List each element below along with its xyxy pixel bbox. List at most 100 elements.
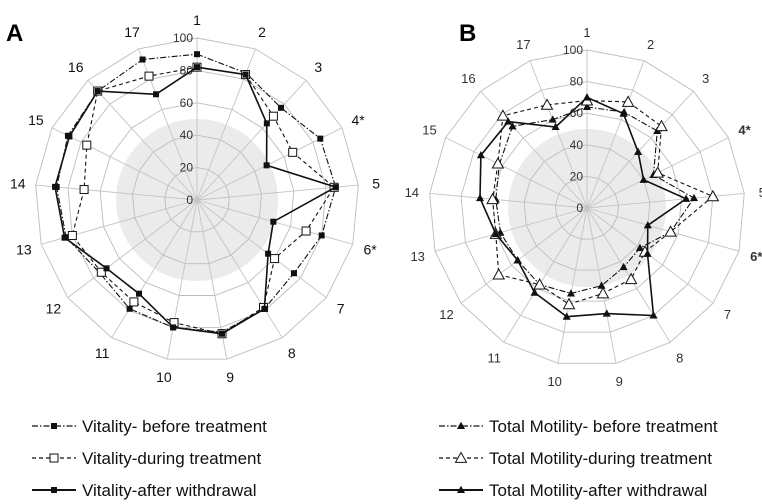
tick-label-60: 60 bbox=[180, 96, 194, 110]
legend-entry-total-motility-after-withdrawal: Total Motility-after withdrawal bbox=[439, 481, 707, 500]
category-label-12: 12 bbox=[439, 307, 453, 322]
legend-entry-total-motility-during-treatment: Total Motility-during treatment bbox=[439, 449, 712, 468]
legend-entry-vitality-during-treatment: Vitality-during treatment bbox=[32, 449, 261, 468]
category-label-5: 5 bbox=[759, 185, 762, 200]
data-point-vitality-during-treatment-6 bbox=[302, 227, 310, 235]
data-point-vitality-before-treatment-17 bbox=[140, 57, 145, 62]
legend-marker-total-motility-during-treatment bbox=[456, 453, 467, 463]
category-label-10: 10 bbox=[156, 369, 172, 385]
data-point-vitality-after-withdrawal-15 bbox=[67, 134, 72, 139]
data-point-vitality-after-withdrawal-7 bbox=[266, 251, 271, 256]
data-point-vitality-during-treatment-17 bbox=[145, 72, 153, 80]
data-point-total-motility-after-withdrawal-11 bbox=[531, 289, 537, 295]
data-point-vitality-after-withdrawal-9 bbox=[220, 331, 225, 336]
data-point-total-motility-after-withdrawal-1 bbox=[584, 94, 590, 100]
data-point-vitality-during-treatment-13 bbox=[68, 231, 76, 239]
category-label-13: 13 bbox=[16, 241, 32, 257]
category-label-14: 14 bbox=[405, 185, 419, 200]
legend-label-vitality-after-withdrawal: Vitality-after withdrawal bbox=[82, 481, 256, 500]
category-label-9: 9 bbox=[226, 369, 234, 385]
data-point-vitality-before-treatment-6 bbox=[319, 233, 324, 238]
category-label-9: 9 bbox=[616, 374, 623, 389]
legends: Vitality- before treatment Vitality-durin… bbox=[32, 417, 718, 500]
data-point-total-motility-during-treatment-9 bbox=[597, 288, 608, 298]
data-point-vitality-after-withdrawal-11 bbox=[137, 291, 142, 296]
panel-label: A bbox=[6, 20, 23, 47]
tick-label-20: 20 bbox=[180, 161, 194, 175]
data-point-vitality-after-withdrawal-1 bbox=[195, 65, 200, 70]
category-label-7: 7 bbox=[337, 301, 345, 317]
data-point-vitality-after-withdrawal-13 bbox=[62, 235, 67, 240]
data-point-vitality-during-treatment-15 bbox=[83, 141, 91, 149]
category-label-17: 17 bbox=[516, 37, 530, 52]
data-point-vitality-before-treatment-7 bbox=[291, 271, 296, 276]
category-label-2: 2 bbox=[647, 37, 654, 52]
category-label-10: 10 bbox=[547, 374, 561, 389]
data-point-total-motility-during-treatment-15 bbox=[492, 158, 503, 168]
radar-panel-b: 0204060801001234*56*7891011121314151617B bbox=[405, 20, 762, 389]
category-label-4: 4* bbox=[738, 123, 751, 138]
tick-label-100: 100 bbox=[563, 43, 583, 57]
tick-label-40: 40 bbox=[570, 138, 584, 152]
tick-label-40: 40 bbox=[180, 128, 194, 142]
category-label-14: 14 bbox=[10, 175, 26, 191]
category-label-6: 6* bbox=[363, 241, 377, 257]
category-label-7: 7 bbox=[724, 307, 731, 322]
legend-marker-vitality-after-withdrawal bbox=[52, 488, 57, 493]
data-point-vitality-after-withdrawal-16 bbox=[95, 89, 100, 94]
category-label-11: 11 bbox=[95, 345, 110, 361]
category-label-13: 13 bbox=[410, 249, 424, 264]
data-point-vitality-after-withdrawal-12 bbox=[104, 266, 109, 271]
data-point-total-motility-during-treatment-10 bbox=[563, 299, 574, 309]
legend-label-vitality-during-treatment: Vitality-during treatment bbox=[82, 449, 261, 468]
legend-label-total-motility-before-treatment: Total Motility- before treatment bbox=[489, 417, 718, 436]
data-point-vitality-after-withdrawal-14 bbox=[53, 184, 58, 189]
data-point-vitality-during-treatment-14 bbox=[80, 186, 88, 194]
panel-label: B bbox=[459, 20, 476, 47]
category-label-8: 8 bbox=[288, 345, 296, 361]
tick-label-0: 0 bbox=[186, 193, 193, 207]
data-point-vitality-after-withdrawal-2 bbox=[243, 72, 248, 77]
legend-marker-vitality-before-treatment bbox=[52, 424, 57, 429]
category-label-6: 6* bbox=[750, 249, 762, 264]
legend-entry-vitality-after-withdrawal: Vitality-after withdrawal bbox=[32, 481, 256, 500]
data-point-vitality-after-withdrawal-3 bbox=[264, 121, 269, 126]
data-point-vitality-after-withdrawal-6 bbox=[271, 219, 276, 224]
data-point-vitality-before-treatment-1 bbox=[195, 52, 200, 57]
data-point-vitality-after-withdrawal-8 bbox=[262, 306, 267, 311]
data-point-vitality-before-treatment-4 bbox=[318, 136, 323, 141]
category-label-16: 16 bbox=[68, 59, 84, 75]
category-label-12: 12 bbox=[46, 301, 62, 317]
data-point-vitality-during-treatment-3 bbox=[269, 112, 277, 120]
category-label-16: 16 bbox=[461, 71, 475, 86]
data-point-vitality-before-treatment-11 bbox=[127, 306, 132, 311]
legend-label-vitality-before-treatment: Vitality- before treatment bbox=[82, 417, 267, 436]
data-point-total-motility-during-treatment-12 bbox=[493, 269, 504, 279]
tick-label-20: 20 bbox=[570, 169, 584, 183]
category-label-1: 1 bbox=[583, 25, 590, 40]
category-label-3: 3 bbox=[702, 71, 709, 86]
data-point-vitality-after-withdrawal-4 bbox=[264, 163, 269, 168]
data-point-total-motility-during-treatment-6 bbox=[665, 226, 676, 236]
category-label-17: 17 bbox=[124, 24, 140, 40]
tick-label-80: 80 bbox=[570, 75, 584, 89]
data-point-vitality-during-treatment-7 bbox=[271, 255, 279, 263]
data-point-vitality-after-withdrawal-10 bbox=[171, 325, 176, 330]
category-label-1: 1 bbox=[193, 12, 201, 28]
data-point-vitality-before-treatment-3 bbox=[279, 105, 284, 110]
data-point-vitality-after-withdrawal-5 bbox=[333, 185, 338, 190]
category-label-4: 4* bbox=[351, 112, 365, 128]
data-point-vitality-during-treatment-4 bbox=[289, 148, 297, 156]
category-label-8: 8 bbox=[676, 351, 683, 366]
legend-entry-total-motility-before-treatment: Total Motility- before treatment bbox=[439, 417, 718, 436]
tick-label-0: 0 bbox=[576, 201, 583, 215]
legend-entry-vitality-before-treatment: Vitality- before treatment bbox=[32, 417, 267, 436]
category-label-15: 15 bbox=[422, 123, 436, 138]
tick-label-100: 100 bbox=[173, 31, 193, 45]
legend-label-total-motility-after-withdrawal: Total Motility-after withdrawal bbox=[489, 481, 707, 500]
legend-marker-vitality-during-treatment bbox=[50, 454, 58, 462]
data-point-vitality-during-treatment-11 bbox=[130, 298, 138, 306]
category-label-3: 3 bbox=[314, 59, 322, 75]
category-label-15: 15 bbox=[28, 112, 44, 128]
